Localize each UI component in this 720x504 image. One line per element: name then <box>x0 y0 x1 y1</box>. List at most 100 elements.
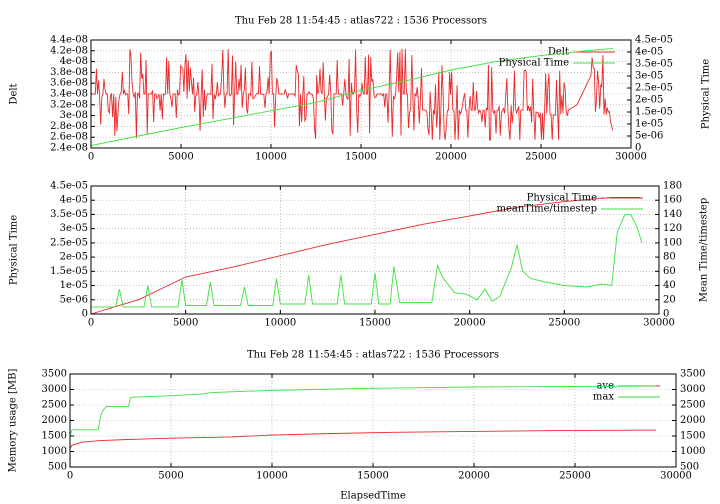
chart2-y-tick-label: 4.5e-05 <box>50 181 88 192</box>
chart2-y2-tick-label: 20 <box>663 294 676 305</box>
chart2-x-tick-label: 15000 <box>359 318 391 329</box>
chart1-y-tick-label: 2.6e-08 <box>50 132 88 143</box>
chart3-title: Thu Feb 28 11:54:45 : atlas722 : 1536 Pr… <box>247 350 499 361</box>
chart2-x-tick-label: 0 <box>88 318 94 329</box>
chart1-y2-tick-label: 4e-05 <box>635 47 663 58</box>
chart2-x-tick-label: 20000 <box>454 318 486 329</box>
chart3-series-line-1 <box>69 385 656 437</box>
chart3-y-tick-label: 3500 <box>42 369 67 380</box>
chart2-y2-tick-label: 100 <box>663 237 682 248</box>
chart2-series-line-0 <box>90 196 641 315</box>
chart1-x-tick-label: 15000 <box>345 152 377 163</box>
chart3-x-tick-label: 25000 <box>559 471 591 482</box>
chart3-y2-tick-label: 3000 <box>680 384 705 395</box>
chart2-x-tick-label: 10000 <box>264 318 296 329</box>
chart1-y-tick-label: 3e-08 <box>60 110 88 121</box>
chart2-legend-label: meanTime/timestep <box>496 204 597 215</box>
chart3-y-tick-label: 2500 <box>42 400 67 411</box>
chart1-y2-tick-label: 4.5e-05 <box>635 35 673 46</box>
chart3-y-tick-label: 500 <box>48 462 67 473</box>
chart1-y2-tick-label: 3e-05 <box>635 71 663 82</box>
chart2-y2-tick-label: 120 <box>663 223 682 234</box>
chart3-y2-tick-label: 1000 <box>680 446 705 457</box>
chart1-x-tick-label: 20000 <box>435 152 467 163</box>
chart2-x-tick-label: 25000 <box>548 318 580 329</box>
chart3-y2-tick-label: 1500 <box>680 431 705 442</box>
chart1-y2-tick-label: 2e-05 <box>635 95 663 106</box>
chart3-y-axis-label: Memory usage [MB] <box>8 369 19 473</box>
chart3-plot-frame <box>69 373 677 468</box>
chart3-series-line-0 <box>69 429 656 449</box>
chart3-x-tick-label: 15000 <box>357 471 389 482</box>
chart1-y2-tick-label: 1e-05 <box>635 119 663 130</box>
chart3-legend-label: max <box>593 392 614 403</box>
chart1-y-tick-label: 4.2e-08 <box>50 45 88 56</box>
chart2-plot-frame <box>90 185 660 315</box>
chart1-y2-tick-label: 0 <box>635 143 641 154</box>
chart1-y2-tick-label: 5e-06 <box>635 131 663 142</box>
chart2-y2-tick-label: 160 <box>663 195 682 206</box>
chart3-y2-tick-label: 2000 <box>680 415 705 426</box>
chart1-x-tick-label: 10000 <box>255 152 287 163</box>
chart2-y2-tick-label: 60 <box>663 266 676 277</box>
chart3-x-tick-label: 10000 <box>256 471 288 482</box>
chart1-legend-label: Physical Time <box>499 58 569 69</box>
chart2-series-line-1 <box>91 213 643 308</box>
chart1-y2-tick-label: 2.5e-05 <box>635 83 673 94</box>
chart3-y-tick-label: 1000 <box>42 446 67 457</box>
chart2-y2-tick-label: 40 <box>663 280 676 291</box>
chart3-x-tick-label: 30000 <box>660 471 692 482</box>
chart1-y2-axis-label: Physical Time <box>701 59 712 129</box>
chart2-y-tick-label: 4e-05 <box>60 195 88 206</box>
chart2-y2-tick-label: 0 <box>663 309 669 320</box>
chart2-y-tick-label: 2e-05 <box>60 252 88 263</box>
chart2-y-tick-label: 0 <box>82 309 88 320</box>
chart1-title: Thu Feb 28 11:54:45 : atlas722 : 1536 Pr… <box>235 16 487 27</box>
chart1-y-tick-label: 3.2e-08 <box>50 99 88 110</box>
chart2-y-tick-label: 3e-05 <box>60 223 88 234</box>
chart1-plot-frame <box>90 39 632 149</box>
chart3-y-tick-label: 2000 <box>42 415 67 426</box>
chart1-y-tick-label: 4.4e-08 <box>50 35 88 46</box>
chart2-y2-tick-label: 180 <box>663 181 682 192</box>
chart2-y2-tick-label: 140 <box>663 209 682 220</box>
chart1-y-tick-label: 3.8e-08 <box>50 67 88 78</box>
chart1-y2-tick-label: 1.5e-05 <box>635 107 673 118</box>
chart1-x-tick-label: 5000 <box>168 152 193 163</box>
chart1-x-tick-label: 30000 <box>615 152 647 163</box>
chart2-y2-tick-label: 80 <box>663 252 676 263</box>
chart1-series-line-1 <box>90 47 614 147</box>
chart1-y-tick-label: 4e-08 <box>60 56 88 67</box>
chart3-y-tick-label: 3000 <box>42 384 67 395</box>
chart1-y-tick-label: 2.4e-08 <box>50 143 88 154</box>
chart1-x-tick-label: 25000 <box>525 152 557 163</box>
chart3-y2-tick-label: 500 <box>680 462 699 473</box>
chart2-y-axis-label: Physical Time <box>9 215 20 285</box>
chart3-x-tick-label: 5000 <box>158 471 183 482</box>
chart1-y-tick-label: 3.4e-08 <box>50 89 88 100</box>
chart2-y-tick-label: 2.5e-05 <box>50 237 88 248</box>
chart1-legend-label: Delt <box>548 47 569 58</box>
chart3-x-axis-label: ElapsedTime <box>340 491 406 502</box>
chart1-y-axis-label: Delt <box>9 83 20 104</box>
chart2-y-tick-label: 1e-05 <box>60 280 88 291</box>
chart1-y2-tick-label: 3.5e-05 <box>635 59 673 70</box>
chart2-y-tick-label: 5e-06 <box>60 294 88 305</box>
chart1-series-line-0 <box>90 48 614 141</box>
chart3-x-tick-label: 20000 <box>458 471 490 482</box>
chart2-y-tick-label: 1.5e-05 <box>50 266 88 277</box>
chart2-y-tick-label: 3.5e-05 <box>50 209 88 220</box>
chart2-x-tick-label: 5000 <box>173 318 198 329</box>
chart2-legend-label: Physical Time <box>527 193 597 204</box>
chart2-x-tick-label: 30000 <box>643 318 675 329</box>
chart3-y2-tick-label: 3500 <box>680 369 705 380</box>
chart2-y2-axis-label: Mean Time/timestep <box>699 198 710 302</box>
chart1-y-tick-label: 2.8e-08 <box>50 121 88 132</box>
chart1-x-tick-label: 0 <box>88 152 94 163</box>
chart3-y2-tick-label: 2500 <box>680 400 705 411</box>
chart1-y-tick-label: 3.6e-08 <box>50 78 88 89</box>
chart3-y-tick-label: 1500 <box>42 431 67 442</box>
chart3-x-tick-label: 0 <box>67 471 73 482</box>
